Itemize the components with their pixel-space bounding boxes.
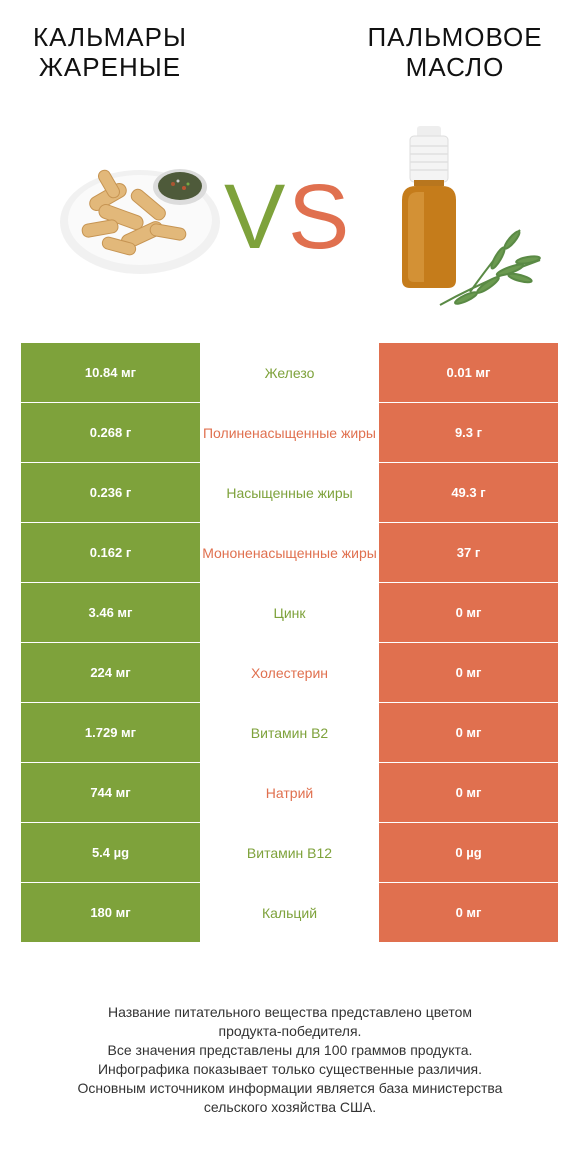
table-row: 180 мг Кальций 0 мг <box>21 883 558 943</box>
right-value: 49.3 г <box>379 463 558 523</box>
footnote: Название питательного вещества представл… <box>20 1003 560 1117</box>
left-value: 744 мг <box>21 763 200 823</box>
table-row: 224 мг Холестерин 0 мг <box>21 643 558 703</box>
nutrient-name: Витамин B2 <box>250 724 329 741</box>
left-value: 5.4 µg <box>21 823 200 883</box>
nutrient-name: Кальций <box>261 904 318 921</box>
footnote-line: Инфографика показывает только существенн… <box>97 1061 483 1077</box>
left-title-line2: ЖАРЕНЫЕ <box>38 52 182 82</box>
vs-label: V S <box>224 166 349 268</box>
nutrient-name: Цинк <box>273 604 306 621</box>
right-title-line1: ПАЛЬМОВОЕ <box>367 22 543 52</box>
footnote-line: продукта-победителя. <box>218 1023 362 1039</box>
right-value: 0.01 мг <box>379 343 558 403</box>
fried-calamari-image <box>60 169 220 274</box>
left-value: 0.268 г <box>21 403 200 463</box>
right-value: 37 г <box>379 523 558 583</box>
footnote-line: Все значения представлены для 100 граммо… <box>107 1042 473 1058</box>
left-value: 0.162 г <box>21 523 200 583</box>
left-product-title: КАЛЬМАРЫ ЖАРЕНЫЕ <box>10 22 210 82</box>
left-value: 0.236 г <box>21 463 200 523</box>
table-row: 5.4 µg Витамин B12 0 µg <box>21 823 558 883</box>
right-value: 0 мг <box>379 583 558 643</box>
vs-v: V <box>224 166 285 268</box>
footnote-line: сельского хозяйства США. <box>203 1099 377 1115</box>
table-row: 0.162 г Мононенасыщенные жиры 37 г <box>21 523 558 583</box>
oil-bottle-image <box>402 126 541 306</box>
table-row: 0.236 г Насыщенные жиры 49.3 г <box>21 463 558 523</box>
comparison-table: 10.84 мг Железо 0.01 мг 0.268 г Полинена… <box>21 343 558 943</box>
left-value: 3.46 мг <box>21 583 200 643</box>
nutrient-name: Витамин B12 <box>246 844 333 861</box>
nutrient-name: Насыщенные жиры <box>226 484 353 501</box>
left-value: 180 мг <box>21 883 200 943</box>
vs-s: S <box>288 166 349 268</box>
left-value: 1.729 мг <box>21 703 200 763</box>
right-value: 0 мг <box>379 703 558 763</box>
nutrient-name: Холестерин <box>251 664 328 681</box>
right-value: 0 мг <box>379 643 558 703</box>
table-row: 3.46 мг Цинк 0 мг <box>21 583 558 643</box>
right-value: 9.3 г <box>379 403 558 463</box>
right-value: 0 µg <box>379 823 558 883</box>
left-title-line1: КАЛЬМАРЫ <box>33 22 187 52</box>
right-product-title: ПАЛЬМОВОЕ МАСЛО <box>355 22 555 82</box>
right-title-line2: МАСЛО <box>405 52 505 82</box>
footnote-line: Основным источником информации является … <box>77 1080 503 1096</box>
table-row: 1.729 мг Витамин B2 0 мг <box>21 703 558 763</box>
table-row: 744 мг Натрий 0 мг <box>21 763 558 823</box>
nutrient-name: Мононенасыщенные жиры <box>202 544 377 561</box>
left-value: 10.84 мг <box>21 343 200 403</box>
footnote-line: Название питательного вещества представл… <box>107 1004 473 1020</box>
table-row: 0.268 г Полиненасыщенные жиры 9.3 г <box>21 403 558 463</box>
nutrient-name: Полиненасыщенные жиры <box>202 424 376 441</box>
nutrient-name: Натрий <box>265 784 314 801</box>
right-value: 0 мг <box>379 883 558 943</box>
table-row: 10.84 мг Железо 0.01 мг <box>21 343 558 403</box>
right-value: 0 мг <box>379 763 558 823</box>
nutrient-name: Железо <box>264 364 315 381</box>
left-value: 224 мг <box>21 643 200 703</box>
